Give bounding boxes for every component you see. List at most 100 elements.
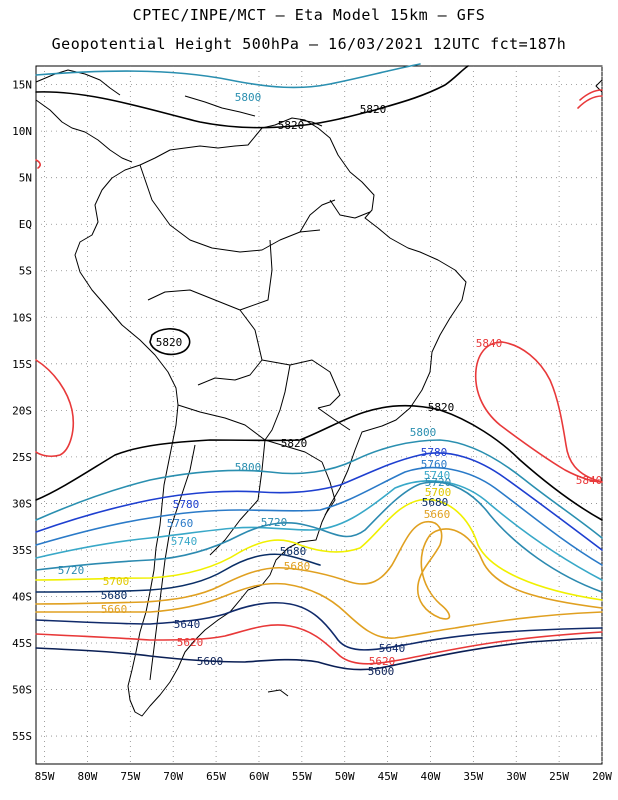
lon-tick-label: 65W — [206, 770, 226, 783]
lon-tick-label: 85W — [35, 770, 55, 783]
contour-5740 — [35, 480, 603, 581]
lat-tick-label: 5N — [19, 172, 32, 185]
lon-tick-label: 80W — [78, 770, 98, 783]
contour-5840-northeast — [579, 89, 603, 101]
contour-label: 5820 — [428, 401, 455, 414]
falklands-outline — [267, 689, 289, 697]
border-line — [264, 364, 291, 441]
contour-label: 5620 — [177, 636, 204, 649]
contour-label: 5800 — [235, 91, 262, 104]
contour-5640 — [35, 601, 603, 651]
contour-5660 — [35, 582, 603, 639]
contour-label: 5620 — [369, 655, 396, 668]
contour-label: 5780 — [421, 446, 448, 459]
contour-label: 5720 — [58, 564, 85, 577]
map-frame — [35, 65, 603, 765]
contour-5680-upper — [35, 553, 321, 593]
contour-label: 5680 — [101, 589, 128, 602]
central-america-coastline — [35, 99, 133, 163]
lon-tick-label: 50W — [335, 770, 355, 783]
chart-title: CPTEC/INPE/MCT – Eta Model 15km – GFS — [132, 6, 486, 24]
contour-label: 5800 — [410, 426, 437, 439]
border-line — [197, 309, 263, 386]
lon-tick-label: 70W — [163, 770, 183, 783]
hispaniola-coastline — [299, 119, 323, 127]
lat-tick-label: 50S — [12, 684, 32, 697]
lat-tick-label: 35S — [12, 544, 32, 557]
contour-5840-southwest — [35, 359, 75, 458]
lon-tick-label: 55W — [292, 770, 312, 783]
contour-label: 5680 — [284, 560, 311, 573]
contour-labels: 5800 5820 5820 5820 5840 5820 5820 5800 … — [58, 91, 603, 678]
contour-5800-south — [35, 439, 603, 539]
contour-5820-north — [35, 65, 469, 129]
lat-tick-label: 40S — [12, 590, 32, 603]
contour-label: 5820 — [156, 336, 183, 349]
contour-label: 5660 — [101, 603, 128, 616]
lon-tick-label: 60W — [249, 770, 269, 783]
land-outlines — [35, 69, 603, 717]
lon-tick-label: 30W — [506, 770, 526, 783]
map-grid — [36, 66, 603, 764]
border-line — [261, 359, 341, 409]
contour-label: 5660 — [424, 508, 451, 521]
contour-label: 5720 — [425, 476, 452, 489]
border-line — [147, 239, 273, 311]
contour-5840-east — [474, 341, 603, 483]
contour-label: 5700 — [103, 575, 130, 588]
contour-5700 — [35, 498, 603, 601]
contour-label: 5700 — [425, 486, 452, 499]
contour-label: 5680 — [422, 496, 449, 509]
contour-label: 5820 — [278, 119, 305, 132]
border-line — [299, 199, 336, 233]
lon-tick-label: 45W — [378, 770, 398, 783]
lat-tick-label: 15N — [12, 79, 32, 92]
contour-5780 — [35, 452, 603, 551]
lat-tick-label: EQ — [19, 218, 32, 231]
lat-tick-label: 20S — [12, 404, 32, 417]
contour-label: 5720 — [261, 516, 288, 529]
contour-label: 5640 — [174, 618, 201, 631]
chart-subtitle: Geopotential Height 500hPa – 16/03/2021 … — [51, 35, 567, 53]
lat-tick-label: 5S — [19, 265, 32, 278]
contour-label: 5600 — [197, 655, 224, 668]
border-line — [177, 404, 323, 463]
contour-5840-northeast — [577, 95, 603, 109]
contour-5620 — [35, 624, 603, 665]
axis-tick-labels: 85W 80W 75W 70W 65W 60W 55W 50W 45W 40W 35W 30W 25W 2… — [12, 79, 612, 783]
contour-5820-south — [35, 404, 603, 521]
contour-label: 5680 — [280, 545, 307, 558]
contour-5800-north — [35, 63, 421, 89]
contour-5680-loop — [35, 520, 603, 620]
contour-5840-east — [501, 341, 603, 483]
contour-label: 5600 — [368, 665, 395, 678]
contour-label: 5740 — [424, 469, 451, 482]
contour-label: 5760 — [167, 517, 194, 530]
lon-tick-label: 75W — [120, 770, 140, 783]
contour-5720 — [35, 481, 603, 593]
contour-lines — [35, 63, 603, 671]
lat-tick-label: 25S — [12, 451, 32, 464]
contour-label: 5740 — [171, 535, 198, 548]
lon-tick-label: 35W — [463, 770, 483, 783]
border-line — [149, 444, 196, 681]
contour-label: 5780 — [173, 498, 200, 511]
contour-label: 5820 — [360, 103, 387, 116]
cuba-coastline — [184, 95, 256, 117]
contour-label: 5760 — [421, 458, 448, 471]
contour-5600 — [35, 637, 603, 671]
lat-tick-label: 30S — [12, 497, 32, 510]
lon-tick-label: 25W — [549, 770, 569, 783]
border-line — [317, 407, 351, 431]
lon-tick-label: 40W — [421, 770, 441, 783]
contour-label: 5840 — [476, 337, 503, 350]
lat-tick-label: 10N — [12, 125, 32, 138]
contour-label: 5820 — [281, 437, 308, 450]
contour-label: 5800 — [235, 461, 262, 474]
lat-tick-label: 10S — [12, 311, 32, 324]
border-line — [139, 164, 321, 253]
contour-5820-bolivia — [149, 328, 191, 356]
lon-tick-label: 20W — [592, 770, 612, 783]
border-line — [329, 199, 371, 219]
